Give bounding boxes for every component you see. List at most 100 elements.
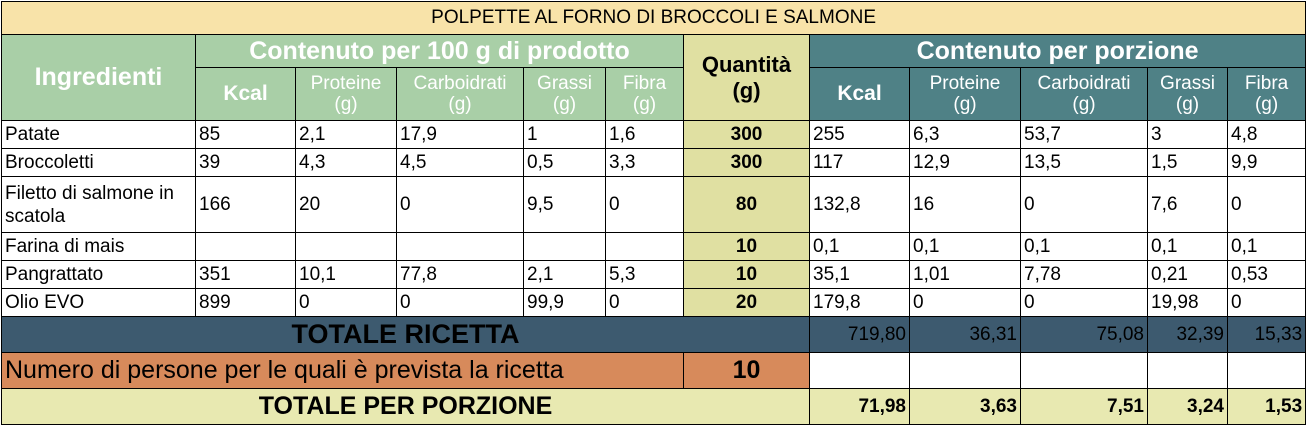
empty-cell xyxy=(1147,352,1228,389)
cell-portion: 0 xyxy=(1226,176,1306,233)
cell-per100 xyxy=(195,232,296,261)
recipe-title: POLPETTE AL FORNO DI BROCCOLI E SALMONE xyxy=(0,1,1306,35)
empty-cell xyxy=(1020,352,1148,389)
col-header-portion-proteine: Proteine (g) xyxy=(909,67,1021,121)
cell-quantity: 10 xyxy=(683,260,810,289)
cell-per100: 0 xyxy=(396,176,524,233)
col-header-portion-grassi: Grassi (g) xyxy=(1147,67,1228,121)
cell-portion: 0,1 xyxy=(1147,232,1228,261)
cell-quantity: 10 xyxy=(683,232,810,261)
porzione-value: 3,24 xyxy=(1147,388,1228,425)
cell-portion: 7,78 xyxy=(1020,260,1148,289)
quantity-header-line1: Quantità xyxy=(701,51,792,77)
portion-header: Contenuto per porzione xyxy=(808,34,1306,68)
cell-per100 xyxy=(295,232,397,261)
cell-per100 xyxy=(605,232,684,261)
totale-row: TOTALE RICETTA 719,80 36,31 75,08 32,39 … xyxy=(1,316,1306,353)
cell-portion: 0,21 xyxy=(1147,260,1228,289)
cell-portion: 13,5 xyxy=(1020,148,1148,177)
col-header-carboidrati: Carboidrati (g) xyxy=(396,67,524,121)
cell-per100: 3,3 xyxy=(605,148,684,177)
table-row: Patate 85 2,1 17,9 1 1,6 300 255 6,3 53,… xyxy=(1,120,1306,149)
col-header-grassi: Grassi (g) xyxy=(523,67,606,121)
cell-per100: 4,3 xyxy=(295,148,397,177)
cell-portion: 1,01 xyxy=(909,260,1021,289)
cell-per100: 899 xyxy=(195,288,296,317)
ingredient-name: Patate xyxy=(1,120,196,149)
persone-row: Numero di persone per le quali è previst… xyxy=(1,352,1306,389)
cell-per100: 351 xyxy=(195,260,296,289)
ingredients-header: Ingredienti xyxy=(1,34,196,121)
col-header-portion-carboidrati: Carboidrati (g) xyxy=(1020,67,1148,121)
cell-per100: 0 xyxy=(605,288,684,317)
table-row: Filetto di salmone in scatola 166 20 0 9… xyxy=(1,176,1306,233)
empty-cell xyxy=(909,352,1021,389)
cell-portion: 0,1 xyxy=(1226,232,1306,261)
per100-header: Contenuto per 100 g di prodotto xyxy=(195,34,684,68)
totale-value: 719,80 xyxy=(809,316,910,353)
cell-per100: 166 xyxy=(195,176,296,233)
cell-portion: 117 xyxy=(809,148,910,177)
totale-value: 15,33 xyxy=(1226,316,1306,353)
cell-portion: 53,7 xyxy=(1020,120,1148,149)
cell-per100: 0 xyxy=(295,288,397,317)
cell-per100: 2,1 xyxy=(295,120,397,149)
cell-per100 xyxy=(396,232,524,261)
cell-portion: 3 xyxy=(1147,120,1228,149)
empty-cell xyxy=(1226,352,1306,389)
cell-portion: 19,98 xyxy=(1147,288,1228,317)
totale-value: 36,31 xyxy=(909,316,1021,353)
cell-per100: 39 xyxy=(195,148,296,177)
porzione-label: TOTALE PER PORZIONE xyxy=(1,388,810,425)
empty-cell xyxy=(809,352,910,389)
cell-portion: 0,1 xyxy=(809,232,910,261)
porzione-row: TOTALE PER PORZIONE 71,98 3,63 7,51 3,24… xyxy=(1,388,1306,425)
porzione-value: 1,53 xyxy=(1226,388,1306,425)
cell-per100: 0 xyxy=(605,176,684,233)
cell-portion: 0 xyxy=(1020,176,1148,233)
ingredient-name: Olio EVO xyxy=(1,288,196,317)
cell-portion: 0,1 xyxy=(1020,232,1148,261)
cell-portion: 0 xyxy=(1020,288,1148,317)
cell-portion: 6,3 xyxy=(909,120,1021,149)
cell-per100: 9,5 xyxy=(523,176,606,233)
cell-quantity: 300 xyxy=(683,148,810,177)
col-header-proteine: Proteine (g) xyxy=(295,67,397,121)
ingredient-name: Broccoletti xyxy=(1,148,196,177)
cell-quantity: 20 xyxy=(683,288,810,317)
cell-portion: 12,9 xyxy=(909,148,1021,177)
cell-portion: 179,8 xyxy=(809,288,910,317)
table-row: Olio EVO 899 0 0 99,9 0 20 179,8 0 0 19,… xyxy=(1,288,1306,317)
cell-per100: 10,1 xyxy=(295,260,397,289)
cell-portion: 255 xyxy=(809,120,910,149)
cell-per100: 77,8 xyxy=(396,260,524,289)
cell-per100 xyxy=(523,232,606,261)
cell-portion: 1,5 xyxy=(1147,148,1228,177)
totale-value: 75,08 xyxy=(1020,316,1148,353)
table-row: Farina di mais 10 0,1 0,1 0,1 0,1 0,1 xyxy=(1,232,1306,261)
cell-portion: 0 xyxy=(1226,288,1306,317)
ingredient-name: Farina di mais xyxy=(1,232,196,261)
table-row: Broccoletti 39 4,3 4,5 0,5 3,3 300 117 1… xyxy=(1,148,1306,177)
cell-portion: 0,1 xyxy=(909,232,1021,261)
cell-per100: 5,3 xyxy=(605,260,684,289)
col-header-kcal: Kcal xyxy=(195,67,296,121)
cell-portion: 132,8 xyxy=(809,176,910,233)
table-row: Pangrattato 351 10,1 77,8 2,1 5,3 10 35,… xyxy=(1,260,1306,289)
cell-portion: 4,8 xyxy=(1226,120,1306,149)
porzione-value: 3,63 xyxy=(909,388,1021,425)
cell-portion: 9,9 xyxy=(1226,148,1306,177)
cell-per100: 99,9 xyxy=(523,288,606,317)
cell-per100: 0 xyxy=(396,288,524,317)
cell-quantity: 80 xyxy=(683,176,810,233)
cell-per100: 4,5 xyxy=(396,148,524,177)
cell-portion: 7,6 xyxy=(1147,176,1228,233)
cell-per100: 1 xyxy=(523,120,606,149)
quantity-header: Quantità (g) xyxy=(683,34,810,121)
cell-per100: 0,5 xyxy=(523,148,606,177)
porzione-value: 7,51 xyxy=(1020,388,1148,425)
ingredient-name: Filetto di salmone in scatola xyxy=(1,176,196,233)
cell-per100: 17,9 xyxy=(396,120,524,149)
nutrition-table: POLPETTE AL FORNO DI BROCCOLI E SALMONE … xyxy=(0,1,1306,425)
cell-quantity: 300 xyxy=(683,120,810,149)
